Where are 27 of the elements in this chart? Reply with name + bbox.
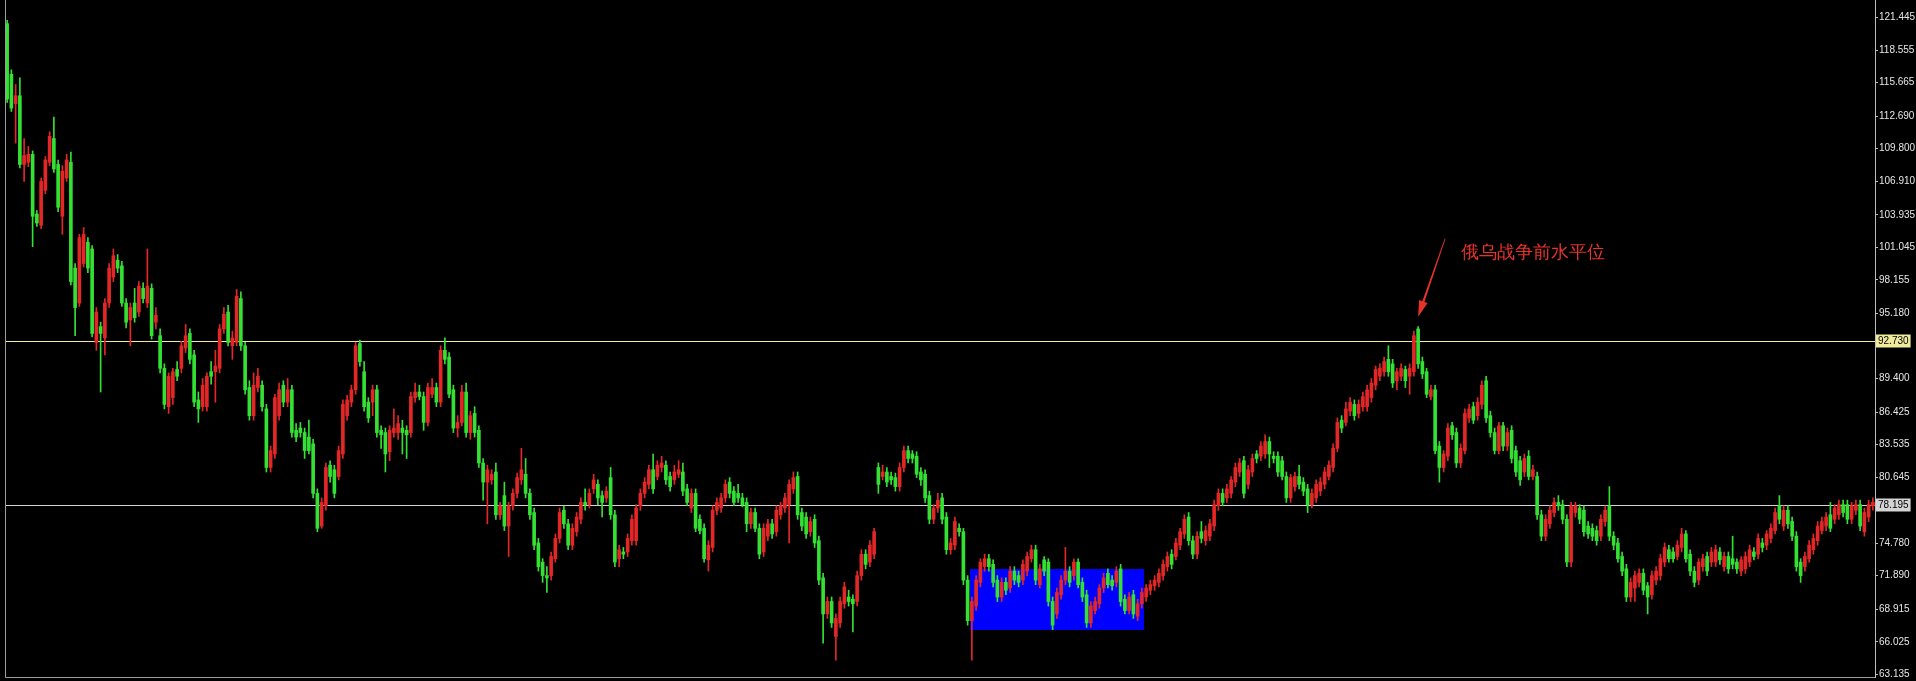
- y-tick-label: 80.645: [1879, 470, 1911, 482]
- y-tick-label: 118.555: [1879, 43, 1915, 55]
- annotation: 俄乌战争前水平位: [1461, 241, 1606, 263]
- y-tick-label: 109.800: [1879, 142, 1916, 154]
- y-tick-label: 71.890: [1879, 569, 1911, 581]
- candlestick: [583, 488, 587, 511]
- candlestick: [736, 484, 740, 503]
- ref-line-label: 92.730: [1878, 335, 1910, 347]
- y-tick-label: 86.425: [1879, 405, 1911, 417]
- y-tick-label: 115.665: [1879, 76, 1915, 88]
- y-tick-label: 121.445: [1879, 11, 1916, 23]
- candlestick: [851, 594, 855, 633]
- y-tick-label: 106.910: [1879, 175, 1916, 186]
- y-tick-label: 101.045: [1879, 241, 1916, 253]
- y-tick-label: 98.155: [1879, 273, 1911, 285]
- y-tick-label: 83.535: [1879, 438, 1911, 450]
- candlestick: [22, 138, 26, 182]
- y-tick-label: 112.690: [1879, 109, 1915, 121]
- candlestick: [545, 566, 549, 593]
- y-tick-label: 66.025: [1879, 635, 1911, 647]
- y-tick-label: 89.400: [1879, 372, 1911, 384]
- y-tick-label: 95.180: [1879, 307, 1911, 319]
- y-tick-label: 74.780: [1879, 536, 1911, 548]
- y-tick-label: 103.935: [1879, 208, 1916, 220]
- y-tick-label: 63.135: [1879, 668, 1911, 680]
- y-tick-label: 68.915: [1879, 602, 1911, 614]
- ref-line-label: 78.195: [1878, 499, 1910, 511]
